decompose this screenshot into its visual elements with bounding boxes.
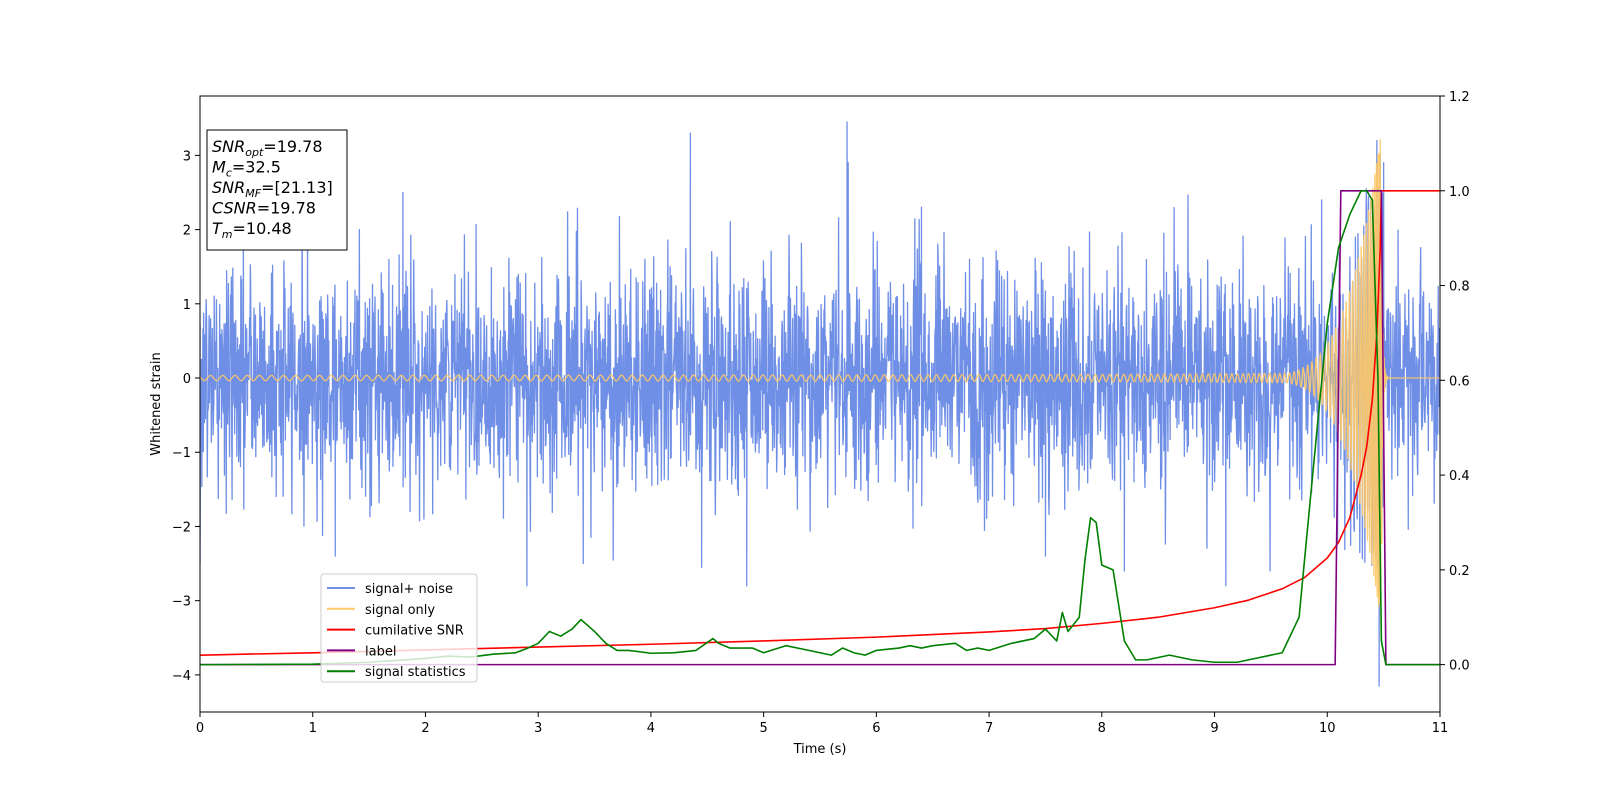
- x-tick-label: 5: [759, 721, 767, 736]
- info-box-frame: [206, 129, 348, 251]
- x-axis-title: Time (s): [793, 742, 847, 757]
- right-tick-label: 0.4: [1449, 469, 1470, 484]
- left-tick-label: 3: [183, 149, 191, 164]
- right-tick-label: 0.2: [1449, 564, 1470, 579]
- x-tick-label: 6: [872, 721, 880, 736]
- info-line: Mc=32.5: [212, 158, 281, 180]
- x-tick-label: 0: [196, 721, 204, 736]
- right-y-axis: 1.2 1.0 0.8 0.6 0.4 0.2 0.0: [1440, 90, 1470, 674]
- x-tick-label: 10: [1319, 721, 1336, 736]
- info-line: CSNR=19.78: [212, 199, 316, 218]
- x-tick-label: 7: [985, 721, 993, 736]
- x-tick-label: 8: [1098, 721, 1106, 736]
- plot-frame: [199, 95, 1441, 713]
- left-tick-label: 1: [183, 298, 191, 313]
- series-line-chirp: [200, 138, 1440, 608]
- right-tick-label: 0.8: [1449, 280, 1470, 295]
- x-tick-label: 1: [309, 721, 317, 736]
- left-tick-label: −3: [172, 595, 191, 610]
- stats-info-box: SNRopt=19.78Mc=32.5SNRMF=[21.13]CSNR=19.…: [206, 129, 348, 251]
- left-tick-label: −2: [172, 520, 191, 535]
- legend-label: label: [365, 644, 396, 659]
- left-tick-label: −1: [172, 446, 191, 461]
- x-tick-label: 4: [647, 721, 655, 736]
- x-axis: 0 1 2 3 4 5 6 7 8 9 10 11: [196, 712, 1448, 736]
- x-tick-label: 2: [421, 721, 429, 736]
- left-tick-label: 0: [183, 372, 191, 387]
- x-tick-label: 3: [534, 721, 542, 736]
- series-line-signal-statistics: [200, 189, 1440, 666]
- series-layer: [200, 121, 1440, 687]
- left-tick-label: −4: [172, 669, 191, 684]
- legend-label: signal only: [365, 603, 435, 618]
- info-line: SNRopt=19.78: [212, 137, 323, 159]
- legend: signal+ noise signal only cumilative SNR la…: [320, 573, 478, 683]
- right-tick-label: 1.2: [1449, 90, 1470, 105]
- right-tick-label: 0.6: [1449, 374, 1470, 389]
- legend-label: signal statistics: [365, 665, 466, 680]
- x-tick-label: 11: [1432, 721, 1449, 736]
- legend-label: cumilative SNR: [365, 624, 464, 639]
- series-line-noise: [200, 121, 1440, 687]
- legend-label: signal+ noise: [365, 582, 453, 597]
- x-tick-label: 9: [1210, 721, 1218, 736]
- left-y-axis: 3 2 1 0 −1 −2 −3 −4: [172, 149, 200, 684]
- right-tick-label: 1.0: [1449, 185, 1470, 200]
- info-line: SNRMF=[21.13]: [212, 178, 333, 200]
- info-line: Tm=10.48: [212, 219, 292, 241]
- right-tick-label: 0.0: [1449, 659, 1470, 674]
- left-tick-label: 2: [183, 224, 191, 239]
- legend-frame: [320, 573, 478, 683]
- y-axis-title: Whitened strain: [149, 352, 164, 455]
